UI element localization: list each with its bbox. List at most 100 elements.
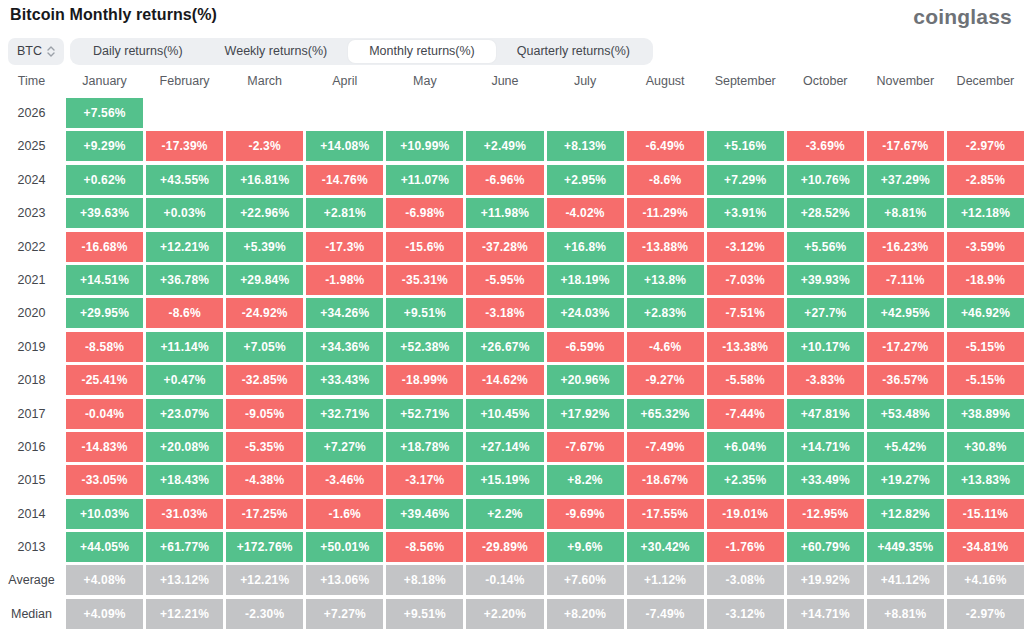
controls-row: BTC Daily returns(%) Weekly returns(%) M… bbox=[0, 27, 1024, 65]
month-column-header: December bbox=[947, 74, 1024, 88]
row-label: 2013 bbox=[0, 532, 63, 562]
return-cell: +2.95% bbox=[547, 165, 624, 195]
coinglass-logo[interactable]: coinglass bbox=[913, 6, 1012, 27]
row-label: 2024 bbox=[0, 165, 63, 195]
return-cell: +7.29% bbox=[707, 165, 784, 195]
return-cell: +39.46% bbox=[386, 499, 463, 529]
return-cell: -16.23% bbox=[867, 232, 944, 262]
tab-daily-returns[interactable]: Daily returns(%) bbox=[72, 40, 204, 63]
return-cell: +16.81% bbox=[226, 165, 303, 195]
month-column-header: April bbox=[306, 74, 383, 88]
month-column-header: August bbox=[627, 74, 704, 88]
return-cell: +14.71% bbox=[787, 599, 864, 629]
return-cell: +4.09% bbox=[66, 599, 143, 629]
return-cell: -2.30% bbox=[226, 599, 303, 629]
return-cell: +28.52% bbox=[787, 198, 864, 228]
return-cell: -0.04% bbox=[66, 399, 143, 429]
return-cell: +8.81% bbox=[867, 198, 944, 228]
return-cell: -11.29% bbox=[627, 198, 704, 228]
return-cell: +12.21% bbox=[146, 599, 223, 629]
return-cell: -14.83% bbox=[66, 432, 143, 462]
return-cell: -5.15% bbox=[947, 332, 1024, 362]
return-cell: +10.76% bbox=[787, 165, 864, 195]
return-cell: -7.51% bbox=[707, 298, 784, 328]
return-cell: +50.01% bbox=[306, 532, 383, 562]
return-cell: +53.48% bbox=[867, 399, 944, 429]
return-cell bbox=[947, 98, 1024, 128]
return-cell: +18.19% bbox=[547, 265, 624, 295]
return-cell: +11.07% bbox=[386, 165, 463, 195]
return-cell: +37.29% bbox=[867, 165, 944, 195]
return-cell: +5.16% bbox=[707, 131, 784, 161]
return-cell: +29.95% bbox=[66, 298, 143, 328]
return-cell: -18.67% bbox=[627, 465, 704, 495]
return-cell: +20.96% bbox=[547, 365, 624, 395]
time-column-header: Time bbox=[0, 74, 63, 88]
tab-monthly-returns[interactable]: Monthly returns(%) bbox=[348, 40, 496, 63]
return-cell: -17.55% bbox=[627, 499, 704, 529]
return-cell: +8.18% bbox=[386, 565, 463, 595]
return-cell: +65.32% bbox=[627, 399, 704, 429]
return-cell: -31.03% bbox=[146, 499, 223, 529]
return-cell: +9.51% bbox=[386, 599, 463, 629]
tab-quarterly-returns[interactable]: Quarterly returns(%) bbox=[496, 40, 651, 63]
return-cell: -2.3% bbox=[226, 131, 303, 161]
return-cell bbox=[627, 98, 704, 128]
return-cell: +2.49% bbox=[466, 131, 543, 161]
return-cell: +11.98% bbox=[466, 198, 543, 228]
return-cell: -3.17% bbox=[386, 465, 463, 495]
return-cell: -14.62% bbox=[466, 365, 543, 395]
return-cell: +7.27% bbox=[306, 432, 383, 462]
tab-weekly-returns[interactable]: Weekly returns(%) bbox=[204, 40, 349, 63]
return-cell: +0.47% bbox=[146, 365, 223, 395]
return-cell: +30.8% bbox=[947, 432, 1024, 462]
return-cell bbox=[226, 98, 303, 128]
return-cell: +18.43% bbox=[146, 465, 223, 495]
return-cell: +172.76% bbox=[226, 532, 303, 562]
return-cell: -7.67% bbox=[547, 432, 624, 462]
return-cell: -33.05% bbox=[66, 465, 143, 495]
return-cell: +46.92% bbox=[947, 298, 1024, 328]
symbol-select[interactable]: BTC bbox=[8, 38, 64, 65]
return-cell: +8.2% bbox=[547, 465, 624, 495]
return-cell: -3.12% bbox=[707, 232, 784, 262]
return-cell: +18.78% bbox=[386, 432, 463, 462]
return-cell: -37.28% bbox=[466, 232, 543, 262]
return-cell: -18.9% bbox=[947, 265, 1024, 295]
return-cell: +7.27% bbox=[306, 599, 383, 629]
return-cell: +14.51% bbox=[66, 265, 143, 295]
return-cell: +6.04% bbox=[707, 432, 784, 462]
row-label: 2022 bbox=[0, 232, 63, 262]
return-cell: +11.14% bbox=[146, 332, 223, 362]
return-cell: -14.76% bbox=[306, 165, 383, 195]
return-cell: -1.76% bbox=[707, 532, 784, 562]
return-cell: -8.56% bbox=[386, 532, 463, 562]
return-cell: -17.27% bbox=[867, 332, 944, 362]
return-cell: -3.69% bbox=[787, 131, 864, 161]
return-cell: +4.08% bbox=[66, 565, 143, 595]
return-cell: +10.17% bbox=[787, 332, 864, 362]
return-cell: +52.38% bbox=[386, 332, 463, 362]
return-cell: -12.95% bbox=[787, 499, 864, 529]
return-cell: -3.46% bbox=[306, 465, 383, 495]
return-cell: -19.01% bbox=[707, 499, 784, 529]
return-cell bbox=[547, 98, 624, 128]
return-cell: +8.20% bbox=[547, 599, 624, 629]
return-cell: -32.85% bbox=[226, 365, 303, 395]
return-cell: +38.89% bbox=[947, 399, 1024, 429]
returns-period-tabs: Daily returns(%) Weekly returns(%) Month… bbox=[70, 38, 653, 65]
return-cell: -1.6% bbox=[306, 499, 383, 529]
return-cell: +33.43% bbox=[306, 365, 383, 395]
return-cell: -4.6% bbox=[627, 332, 704, 362]
return-cell: -13.38% bbox=[707, 332, 784, 362]
return-cell bbox=[466, 98, 543, 128]
return-cell: -5.95% bbox=[466, 265, 543, 295]
updown-chevrons-icon bbox=[47, 46, 55, 57]
return-cell: +36.78% bbox=[146, 265, 223, 295]
return-cell: +27.7% bbox=[787, 298, 864, 328]
return-cell: -17.67% bbox=[867, 131, 944, 161]
row-label: 2023 bbox=[0, 198, 63, 228]
return-cell: -2.85% bbox=[947, 165, 1024, 195]
return-cell: -5.35% bbox=[226, 432, 303, 462]
return-cell: +14.08% bbox=[306, 131, 383, 161]
